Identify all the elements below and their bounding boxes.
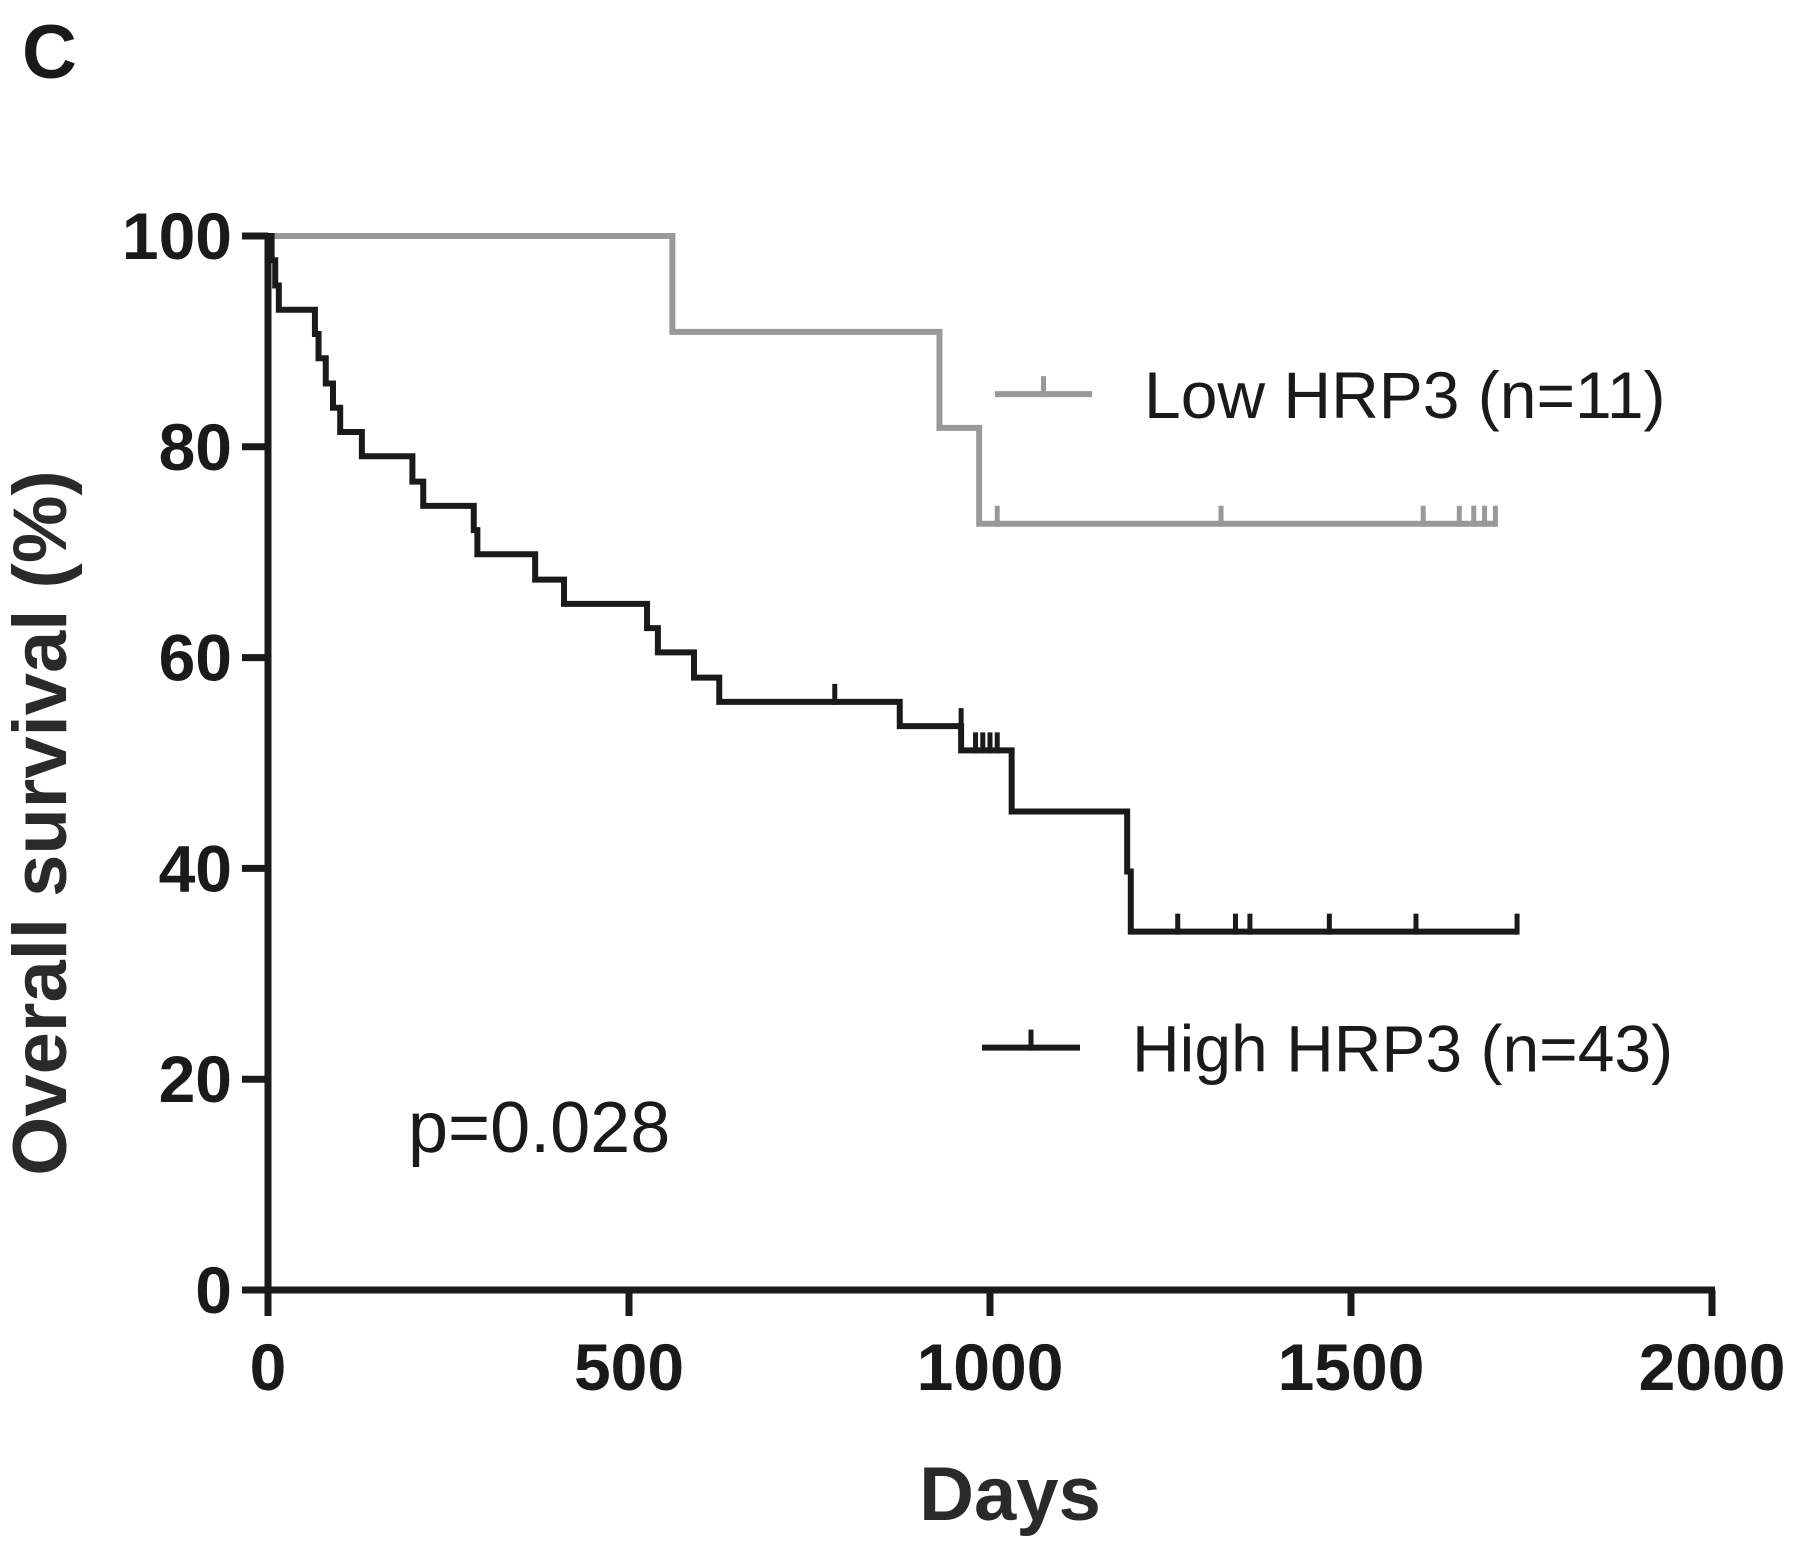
y-tick-label: 40 bbox=[159, 831, 232, 905]
series-1-curve bbox=[268, 233, 1498, 527]
series-2-step-line bbox=[268, 233, 1518, 935]
y-tick-label: 0 bbox=[195, 1253, 232, 1327]
x-tick-label: 2000 bbox=[1639, 1330, 1786, 1404]
x-axis-title: Days bbox=[919, 1452, 1101, 1537]
x-axis-ticks: 0 500 1000 1500 2000 bbox=[250, 1290, 1786, 1404]
y-tick-label: 60 bbox=[159, 621, 232, 695]
legend: Low HRP3 (n=11) High HRP3 (n=43) bbox=[982, 358, 1673, 1086]
legend-label: High HRP3 (n=43) bbox=[1132, 1012, 1673, 1086]
x-tick-label: 0 bbox=[250, 1330, 287, 1404]
x-tick-label: 1000 bbox=[917, 1330, 1064, 1404]
y-tick-label: 100 bbox=[122, 199, 232, 273]
y-tick-label: 80 bbox=[159, 410, 232, 484]
x-tick-label: 500 bbox=[574, 1330, 684, 1404]
panel-letter: C bbox=[22, 10, 77, 95]
legend-entry-2: High HRP3 (n=43) bbox=[982, 1012, 1673, 1086]
series-2-curve bbox=[268, 233, 1520, 935]
series-1-step-line bbox=[268, 233, 1496, 527]
x-tick-label: 1500 bbox=[1278, 1330, 1425, 1404]
y-axis-title: Overall survival (%) bbox=[0, 470, 83, 1175]
legend-label: Low HRP3 (n=11) bbox=[1144, 358, 1666, 432]
p-value-annotation: p=0.028 bbox=[408, 1088, 670, 1168]
legend-entry-1: Low HRP3 (n=11) bbox=[995, 358, 1666, 432]
y-axis-ticks: 0 20 40 60 80 100 bbox=[122, 199, 268, 1327]
y-tick-label: 20 bbox=[159, 1042, 232, 1116]
survival-curves bbox=[268, 233, 1520, 935]
